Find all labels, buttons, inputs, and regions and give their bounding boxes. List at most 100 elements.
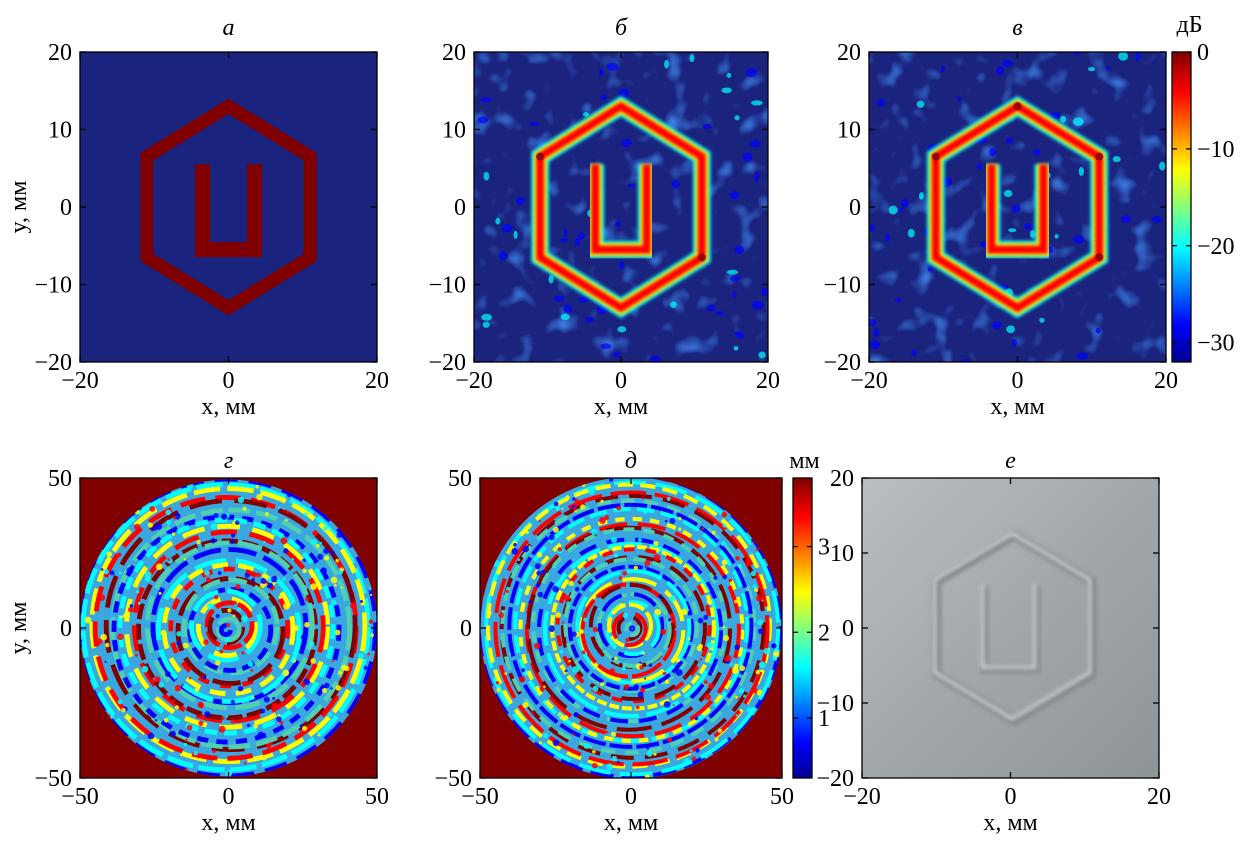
speckle [272,696,276,700]
speckle [176,640,181,646]
speckle [662,671,667,676]
speckle [605,731,609,734]
speckle [213,513,219,518]
speckle [232,614,236,618]
y-tick-label: 0 [460,616,472,642]
fringe-ring [611,611,648,648]
speckle [259,583,266,589]
speckle [1074,52,1081,56]
speckle [511,547,519,555]
speckle [901,199,909,208]
speckle [204,570,210,576]
speckle [193,750,199,756]
speckle [1008,228,1017,233]
speckle [256,572,261,578]
fringe-ring [485,482,772,769]
speckle [689,749,693,753]
speckle [300,634,306,640]
speckle [618,603,624,609]
speckle [240,615,248,623]
speckle [563,304,573,314]
speckle [311,539,317,546]
speckle [588,488,595,495]
speckle [282,577,286,581]
speckle [735,714,738,717]
panel-letter: г [224,448,233,474]
speckle [1059,115,1067,123]
speckle [583,742,590,749]
speckle [678,527,682,531]
speckle [549,749,553,753]
speckle [334,629,341,636]
speckle [574,586,580,592]
speckle [256,493,263,501]
speckle [230,699,235,705]
y-tick-label: 0 [454,195,466,221]
speckle [618,88,630,98]
hexagon-outline [140,98,317,316]
y-tick-label: −10 [816,691,854,717]
speckle [600,682,605,687]
speckle [622,571,627,576]
speckle [330,576,338,584]
speckle [331,659,334,663]
speckle [505,589,509,594]
speckle [726,72,732,78]
speckle [522,545,529,553]
speckle [572,665,580,673]
speckle [268,742,273,746]
speckle [121,707,126,713]
speckle [370,633,374,638]
speckle [613,553,619,558]
speckle [241,651,245,655]
speckle [574,498,579,503]
speckle [911,349,917,357]
speckle [736,331,745,339]
speckle [144,576,151,582]
speckle [560,313,570,321]
speckle [669,595,676,602]
fringe-ring [624,621,641,638]
speckle [706,599,712,605]
speckle [563,595,570,602]
speckle [734,115,740,121]
speckle [251,578,256,582]
speckle [537,591,544,598]
speckle [715,311,725,316]
speckle [230,533,236,538]
speckle [204,711,211,718]
speckle [319,541,323,545]
y-tick-label: −50 [434,766,472,792]
speckle [613,351,621,358]
speckle [335,558,340,563]
speckle [558,714,562,718]
speckle [158,591,162,595]
speckle [669,517,676,524]
fringe-ring [124,523,330,730]
speckle [671,179,680,189]
panel-5-image [480,478,782,778]
speckle [292,659,297,663]
fringe-ring [80,482,371,773]
speckle [166,519,172,525]
speckle [555,581,562,587]
speckle [498,612,504,618]
speckle [477,116,489,124]
speckle [158,682,164,688]
speckle [210,523,218,530]
speckle [675,657,681,663]
speckle [186,724,193,731]
speckle [136,671,140,676]
colorbar-mm-frame [792,477,813,779]
speckle [173,515,177,520]
speckle [105,642,110,648]
speckle [368,619,374,624]
speckle [668,618,672,622]
speckle [174,684,182,692]
pi-shape [195,164,262,258]
speckle [722,626,725,629]
speckle [534,642,541,650]
speckle [738,688,745,694]
colorbar-unit: дБ [1177,12,1203,38]
speckle [644,559,651,566]
